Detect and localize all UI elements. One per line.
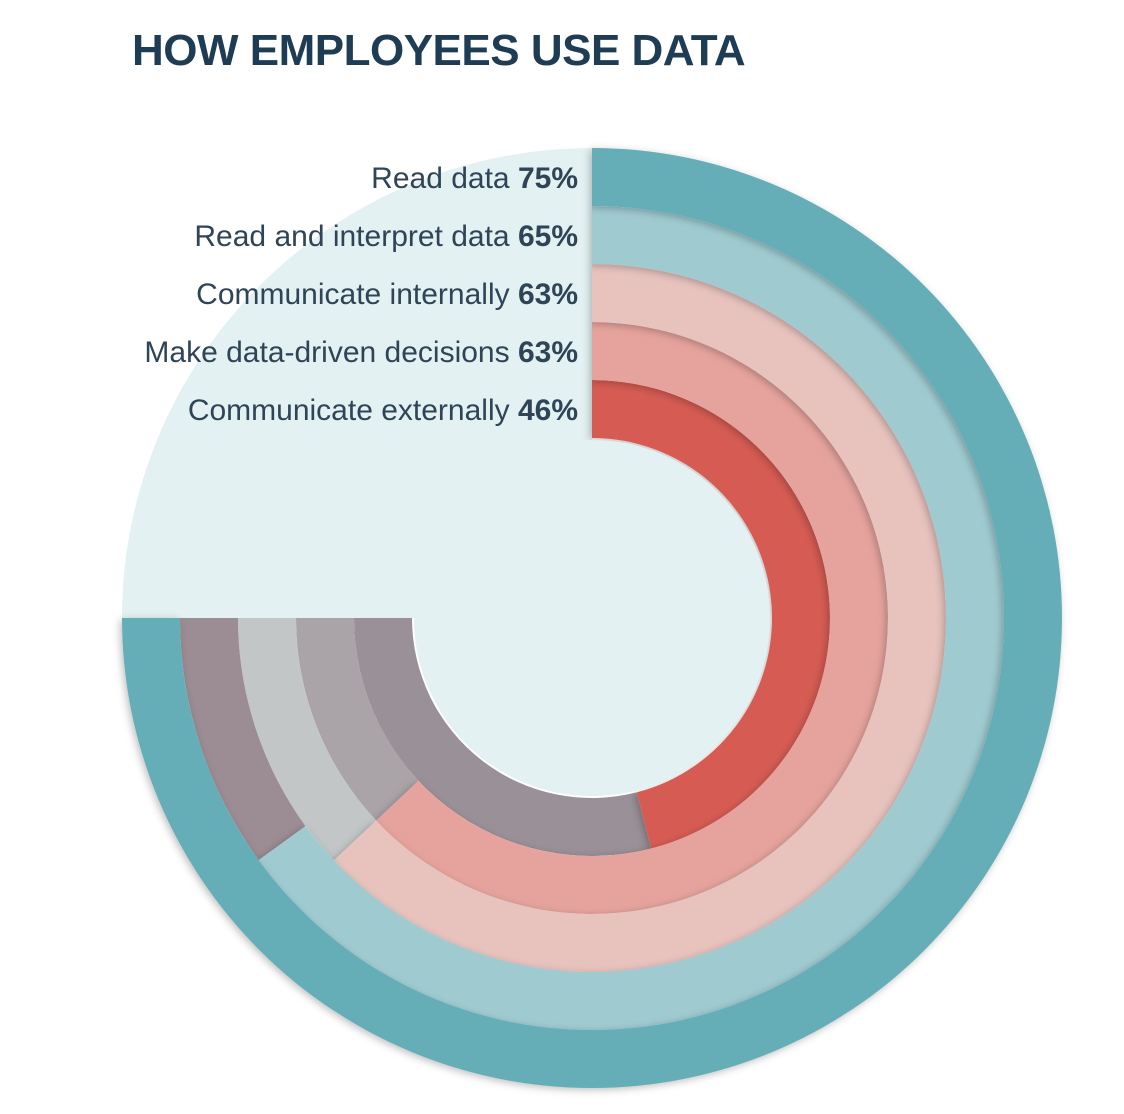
ring-remainder [354,618,652,856]
ring-1 [180,206,1004,1031]
series-label-name: Read data [371,162,518,195]
series-label: Read data 75% [371,162,578,195]
ring-4 [354,380,831,856]
ring-remainder [296,618,419,821]
series-label-value: 63% [518,278,578,311]
ring-value-arc [592,380,831,849]
ring-3 [296,322,888,914]
series-label: Communicate externally 46% [188,394,578,427]
chart-title: HOW EMPLOYEES USE DATA [132,26,746,75]
labels-group: Read data 75%Read and interpret data 65%… [144,162,578,427]
series-label-name: Make data-driven decisions [144,336,518,369]
series-label-name: Communicate externally [188,394,518,427]
ring-2 [238,264,947,972]
series-label-value: 63% [518,336,578,369]
series-label-value: 75% [518,162,578,195]
series-label: Communicate internally 63% [196,278,578,311]
series-label-name: Read and interpret data [194,220,518,253]
series-label-value: 46% [518,394,578,427]
inner-hole-overlay [414,440,770,796]
series-label: Read and interpret data 65% [194,220,578,253]
series-label-name: Communicate internally [196,278,518,311]
ring-remainder [238,618,377,861]
ring-value-arc [333,264,947,972]
series-label-value: 65% [518,220,578,253]
series-label: Make data-driven decisions 63% [144,336,578,369]
ring-value-arc [376,322,888,914]
ring-remainder [180,618,306,861]
rings-group [122,148,1062,1088]
